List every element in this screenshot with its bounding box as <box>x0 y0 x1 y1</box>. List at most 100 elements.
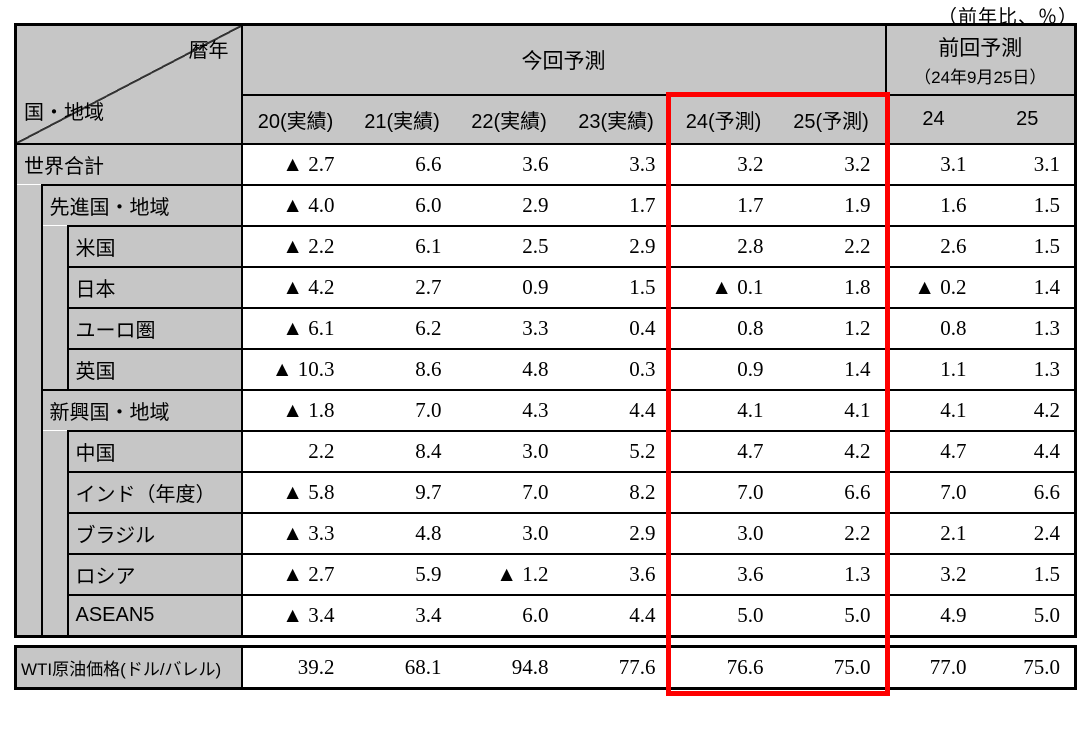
table-row: ASEAN5 ▲ 3.4 3.4 6.0 4.4 5.0 5.0 4.9 5.0 <box>16 594 1076 636</box>
value-cell: 1.7 <box>669 184 778 226</box>
value-cell: 6.0 <box>348 184 456 226</box>
row-label-russia: ロシア <box>67 553 243 595</box>
value-cell: 3.0 <box>669 512 778 554</box>
value-cell: 0.3 <box>562 348 670 390</box>
table-row: 先進国・地域 ▲ 4.0 6.0 2.9 1.7 1.7 1.9 1.6 1.5 <box>15 184 1076 636</box>
value-cell: 1.7 <box>562 184 670 226</box>
value-cell: 68.1 <box>348 646 456 688</box>
unit-note: （前年比、％） <box>937 7 1078 28</box>
value-cell: 4.7 <box>669 430 778 472</box>
row-label-india: インド（年度） <box>67 471 243 513</box>
table-row: ユーロ圏 ▲ 6.1 6.2 3.3 0.4 0.8 1.2 0.8 1.3 <box>16 307 1076 349</box>
row-label-us: 米国 <box>67 225 243 267</box>
value-cell: 2.9 <box>562 512 670 554</box>
corner-diagonal: 暦年 国・地域 <box>17 26 240 143</box>
value-cell: 3.2 <box>669 143 778 185</box>
corner-col-axis-label: 暦年 <box>188 40 229 62</box>
value-cell: 8.4 <box>348 430 456 472</box>
value-cell: 9.7 <box>348 471 456 513</box>
value-cell: 2.4 <box>980 512 1076 554</box>
value-cell: 4.1 <box>884 389 981 431</box>
value-cell: ▲ 2.7 <box>241 143 349 185</box>
value-cell: 3.3 <box>562 143 670 185</box>
value-cell: 2.8 <box>669 225 778 267</box>
row-label-euro-area: ユーロ圏 <box>67 307 243 349</box>
previous-forecast-date: （24年9月25日） <box>914 67 1047 87</box>
value-cell: 0.4 <box>562 307 670 349</box>
row-label-emerging: 新興国・地域 <box>41 389 243 431</box>
row-label-china: 中国 <box>67 430 243 472</box>
value-cell: 3.2 <box>884 553 981 595</box>
value-cell: 4.4 <box>980 430 1076 472</box>
value-cell: ▲ 2.2 <box>241 225 349 267</box>
previous-forecast-title: 前回予測 <box>938 36 1023 60</box>
value-cell: 3.0 <box>455 430 563 472</box>
corner-cell: 暦年 国・地域 <box>15 24 243 145</box>
row-label-advanced: 先進国・地域 <box>41 184 243 226</box>
value-cell: 4.4 <box>562 594 670 636</box>
col-header-20-actual: 20(実績) <box>241 94 349 146</box>
row-label-brazil: ブラジル <box>67 512 243 554</box>
value-cell: 1.3 <box>980 307 1076 349</box>
value-cell: 1.6 <box>884 184 981 226</box>
value-cell: 2.5 <box>455 225 563 267</box>
value-cell: 2.6 <box>884 225 981 267</box>
col-header-prev-24: 24 <box>884 94 981 146</box>
value-cell: ▲ 0.2 <box>884 266 981 308</box>
value-cell: 1.4 <box>777 348 886 390</box>
row-label-japan: 日本 <box>67 266 243 308</box>
header-row-groups: 暦年 国・地域 今回予測 前回予測 （24年9月25日） <box>15 24 1076 145</box>
value-cell: ▲ 5.8 <box>241 471 349 513</box>
table-row: 米国 ▲ 2.2 6.1 2.5 2.9 2.8 2.2 2.6 1.5 <box>16 225 1076 390</box>
value-cell: 0.8 <box>669 307 778 349</box>
value-cell: 7.0 <box>669 471 778 513</box>
header-row-years: 20(実績) 21(実績) 22(実績) 23(実績) 24(予測) 25(予測… <box>16 94 1076 146</box>
col-header-25-forecast: 25(予測) <box>777 94 886 146</box>
table-row: ブラジル ▲ 3.3 4.8 3.0 2.9 3.0 2.2 2.1 2.4 <box>16 512 1076 554</box>
value-cell: 2.2 <box>241 430 349 472</box>
value-cell: 3.1 <box>884 143 981 185</box>
value-cell: 7.0 <box>348 389 456 431</box>
value-cell: 7.0 <box>455 471 563 513</box>
value-cell: 4.3 <box>455 389 563 431</box>
value-cell: 5.2 <box>562 430 670 472</box>
value-cell: 1.4 <box>980 266 1076 308</box>
value-cell: 0.9 <box>455 266 563 308</box>
value-cell: ▲ 1.8 <box>241 389 349 431</box>
value-cell: 4.9 <box>884 594 981 636</box>
value-cell: 76.6 <box>669 646 778 688</box>
value-cell: 1.5 <box>562 266 670 308</box>
value-cell: 6.2 <box>348 307 456 349</box>
value-cell: 3.3 <box>455 307 563 349</box>
indent-strip <box>41 226 69 390</box>
value-cell: 1.9 <box>777 184 886 226</box>
value-cell: 1.5 <box>980 553 1076 595</box>
value-cell: ▲ 3.4 <box>241 594 349 636</box>
value-cell: 3.0 <box>455 512 563 554</box>
value-cell: 1.3 <box>777 553 886 595</box>
table-row: 日本 ▲ 4.2 2.7 0.9 1.5 ▲ 0.1 1.8 ▲ 0.2 1.4 <box>16 266 1076 308</box>
value-cell: 3.6 <box>455 143 563 185</box>
value-cell: 5.0 <box>669 594 778 636</box>
value-cell: 0.8 <box>884 307 981 349</box>
corner-row-axis-label: 国・地域 <box>24 102 104 124</box>
value-cell: 2.2 <box>777 225 886 267</box>
value-cell: ▲ 6.1 <box>241 307 349 349</box>
row-label-wti: WTI原油価格(ドル/バレル) <box>15 646 243 688</box>
value-cell: 3.2 <box>777 143 886 185</box>
value-cell: 94.8 <box>455 646 563 688</box>
col-header-prev-25: 25 <box>980 94 1076 146</box>
table-row: ロシア ▲ 2.7 5.9 ▲ 1.2 3.6 3.6 1.3 3.2 1.5 <box>16 553 1076 595</box>
value-cell: 7.0 <box>884 471 981 513</box>
value-cell: 6.6 <box>777 471 886 513</box>
table-row: 新興国・地域 ▲ 1.8 7.0 4.3 4.4 4.1 4.1 4.1 4.2 <box>16 389 1076 431</box>
col-header-21-actual: 21(実績) <box>348 94 456 146</box>
value-cell: 8.2 <box>562 471 670 513</box>
value-cell: ▲ 1.2 <box>455 553 563 595</box>
forecast-table: 暦年 国・地域 今回予測 前回予測 （24年9月25日） 20(実績) 21(実… <box>14 23 1077 638</box>
value-cell: 4.1 <box>777 389 886 431</box>
value-cell: 4.4 <box>562 389 670 431</box>
table-row: インド（年度） ▲ 5.8 9.7 7.0 8.2 7.0 6.6 7.0 6.… <box>16 471 1076 513</box>
current-forecast-header: 今回予測 <box>241 24 886 96</box>
value-cell: 4.2 <box>980 389 1076 431</box>
